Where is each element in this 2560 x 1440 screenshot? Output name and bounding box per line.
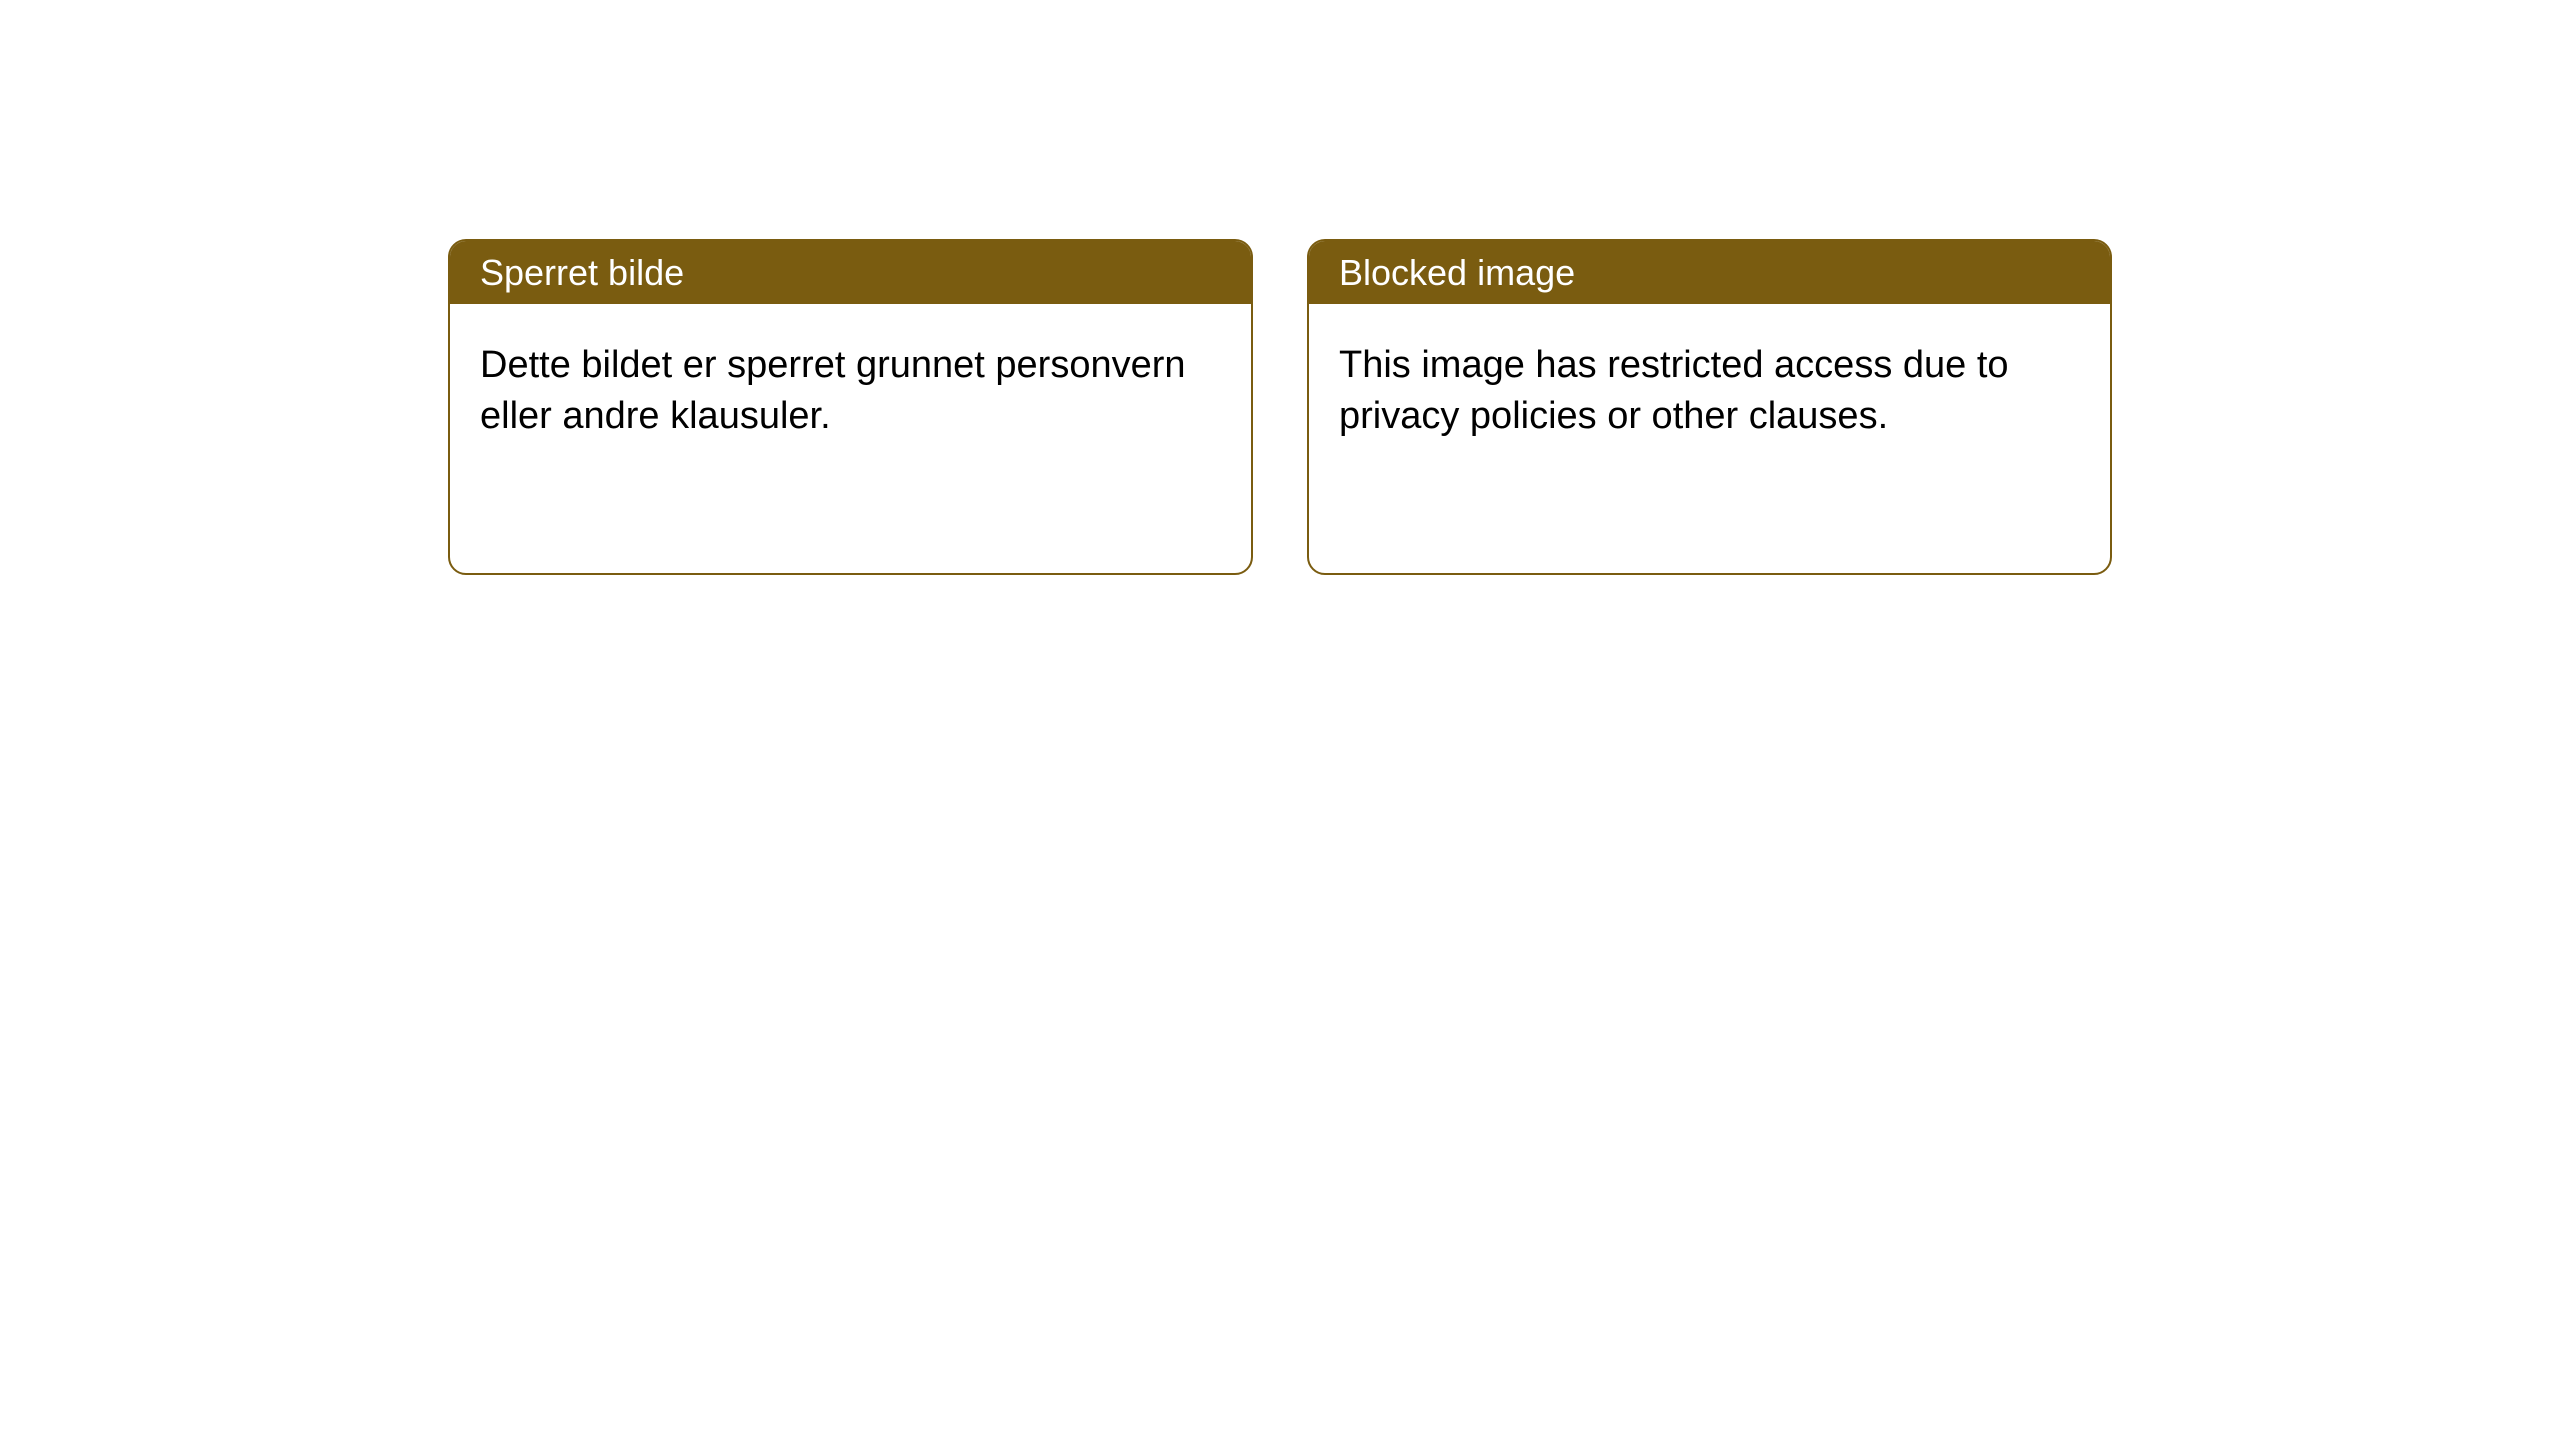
card-title-norwegian: Sperret bilde [480,252,684,293]
card-body-norwegian: Dette bildet er sperret grunnet personve… [450,304,1251,479]
card-title-english: Blocked image [1339,252,1575,293]
cards-container: Sperret bilde Dette bildet er sperret gr… [448,239,2112,575]
card-english: Blocked image This image has restricted … [1307,239,2112,575]
card-header-norwegian: Sperret bilde [450,241,1251,304]
card-text-norwegian: Dette bildet er sperret grunnet personve… [480,340,1221,443]
card-text-english: This image has restricted access due to … [1339,340,2080,443]
card-header-english: Blocked image [1309,241,2110,304]
card-norwegian: Sperret bilde Dette bildet er sperret gr… [448,239,1253,575]
card-body-english: This image has restricted access due to … [1309,304,2110,479]
